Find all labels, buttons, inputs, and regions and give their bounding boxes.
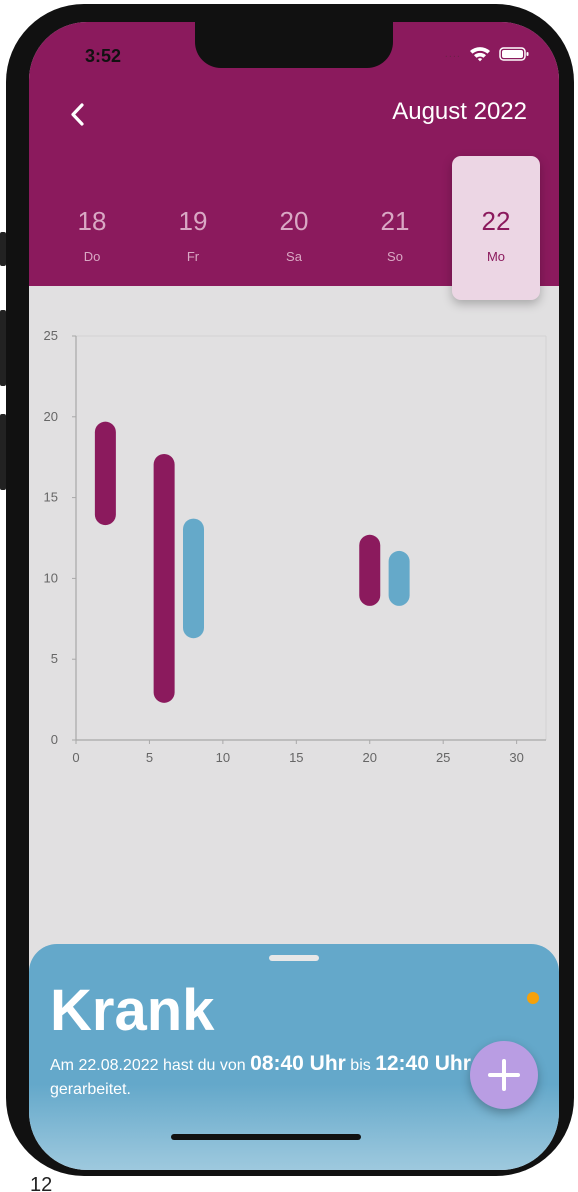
work-hours-chart: 0 5 10 15 20 25 0 5 10 15 20 25 30 bbox=[44, 328, 547, 765]
y-tick-label: 0 bbox=[51, 732, 58, 747]
day-sunday[interactable]: 21 So bbox=[351, 156, 439, 300]
day-number: 19 bbox=[178, 206, 208, 236]
bottom-sheet: Krank Am 22.08.2022 hast du von 08:40 Uh… bbox=[29, 944, 559, 1170]
battery-icon bbox=[499, 47, 529, 61]
day-number: 18 bbox=[77, 206, 107, 236]
end-time: 12:40 Uhr bbox=[375, 1052, 471, 1075]
status-indicator-dot bbox=[527, 992, 539, 1004]
home-indicator[interactable] bbox=[171, 1134, 361, 1140]
month-title: August 2022 bbox=[392, 98, 527, 125]
wifi-icon bbox=[470, 47, 490, 62]
x-tick-label: 30 bbox=[509, 750, 523, 765]
day-monday-selected[interactable]: 22 Mo bbox=[452, 156, 540, 300]
volume-down-button bbox=[0, 414, 6, 490]
work-summary-text: Am 22.08.2022 hast du von 08:40 Uhr bis … bbox=[50, 1052, 490, 1102]
corner-page-number: 12 bbox=[30, 1174, 53, 1192]
status-title: Krank bbox=[50, 978, 215, 1043]
day-friday[interactable]: 19 Fr bbox=[149, 156, 237, 300]
y-tick-label: 25 bbox=[44, 328, 58, 343]
summary-suffix: gerarbeitet. bbox=[50, 1081, 131, 1098]
sheet-drag-handle[interactable] bbox=[269, 955, 319, 961]
summary-prefix: Am 22.08.2022 hast du von bbox=[50, 1057, 251, 1074]
day-name: Sa bbox=[286, 249, 302, 264]
x-tick-label: 20 bbox=[363, 750, 377, 765]
day-saturday[interactable]: 20 Sa bbox=[250, 156, 338, 300]
chart-bar bbox=[183, 518, 204, 639]
x-tick-label: 25 bbox=[436, 750, 450, 765]
y-tick-label: 20 bbox=[44, 409, 58, 424]
day-number: 22 bbox=[481, 206, 511, 236]
day-name: Fr bbox=[186, 249, 200, 264]
y-tick-label: 15 bbox=[44, 490, 58, 505]
volume-up-button bbox=[0, 310, 6, 386]
x-tick-label: 15 bbox=[289, 750, 303, 765]
y-tick-label: 10 bbox=[44, 570, 58, 585]
add-entry-button[interactable] bbox=[470, 1041, 538, 1109]
y-tick-label: 5 bbox=[51, 651, 58, 666]
chart-bar bbox=[94, 421, 116, 526]
x-tick-label: 5 bbox=[146, 750, 153, 765]
day-thursday[interactable]: 18 Do bbox=[48, 156, 136, 300]
day-name: So bbox=[387, 249, 403, 264]
plus-icon bbox=[488, 1059, 520, 1091]
start-time: 08:40 Uhr bbox=[250, 1052, 346, 1075]
back-button[interactable] bbox=[61, 96, 101, 136]
notch bbox=[195, 22, 393, 68]
chart-bar bbox=[388, 550, 410, 606]
status-icons: .... bbox=[445, 44, 529, 64]
chart-bar bbox=[359, 534, 381, 606]
chart-bar bbox=[153, 453, 175, 703]
mute-switch bbox=[0, 232, 6, 266]
status-time: 3:52 bbox=[85, 46, 122, 66]
x-tick-label: 0 bbox=[72, 750, 79, 765]
day-name: Do bbox=[83, 249, 101, 264]
day-number: 20 bbox=[279, 206, 309, 236]
day-number: 21 bbox=[380, 206, 410, 236]
app-screen: 3:52 .... August 2022 18 Do 19 bbox=[29, 22, 559, 1170]
summary-mid: bis bbox=[345, 1057, 376, 1074]
chevron-left-icon bbox=[71, 103, 84, 126]
x-tick-label: 10 bbox=[216, 750, 230, 765]
day-name: Mo bbox=[486, 249, 506, 264]
signal-dots: .... bbox=[444, 48, 461, 60]
